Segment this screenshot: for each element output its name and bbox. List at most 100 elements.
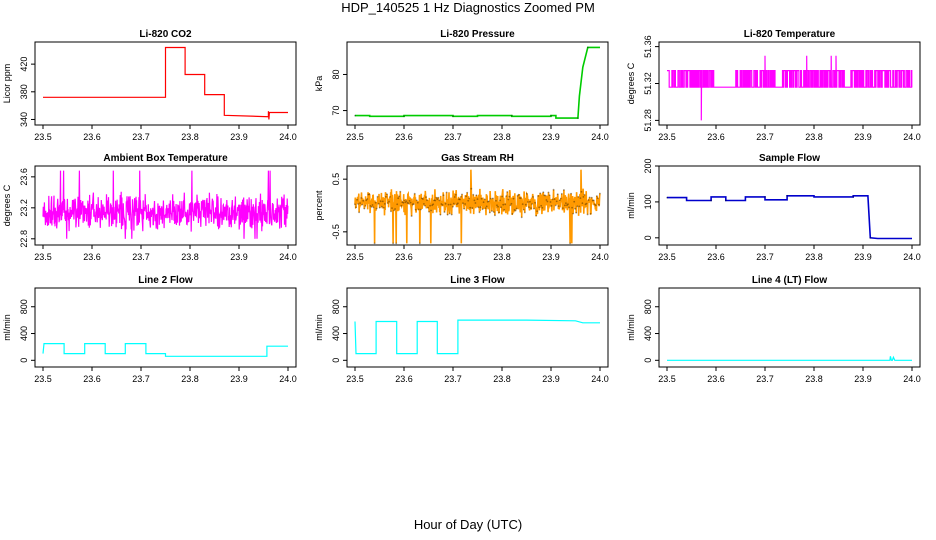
data-point <box>494 214 496 217</box>
x-tick-label: 24.0 <box>903 132 921 142</box>
x-tick-label: 23.7 <box>132 132 150 142</box>
data-point <box>497 205 499 208</box>
x-tick-label: 23.5 <box>658 252 676 262</box>
data-point <box>399 190 402 193</box>
data-point <box>492 197 494 200</box>
data-point <box>363 207 366 210</box>
x-tick-label: 23.8 <box>181 132 199 142</box>
data-point <box>495 199 497 202</box>
data-point <box>540 204 543 207</box>
y-axis-label: kPa <box>314 76 324 92</box>
data-point <box>517 193 520 196</box>
x-tick-label: 23.5 <box>346 132 364 142</box>
data-point <box>520 216 523 219</box>
data-point <box>405 200 408 203</box>
x-tick-label: 23.7 <box>132 374 150 384</box>
x-tick-label: 23.8 <box>805 132 823 142</box>
x-tick-label: 23.5 <box>34 132 52 142</box>
x-tick-label: 24.0 <box>279 132 297 142</box>
data-point <box>485 205 488 208</box>
y-tick-label: 22.8 <box>19 230 29 248</box>
data-point <box>591 199 594 202</box>
x-tick-label: 24.0 <box>591 252 609 262</box>
data-point <box>481 208 484 211</box>
x-tick-label: 23.6 <box>83 132 101 142</box>
data-point <box>483 198 486 201</box>
data-point <box>444 202 447 205</box>
data-point <box>565 202 567 205</box>
series-markers <box>354 187 601 245</box>
series-line <box>667 55 913 121</box>
data-point <box>518 197 521 199</box>
y-tick-label: 51.32 <box>643 72 653 95</box>
data-point <box>395 242 398 245</box>
data-point <box>475 194 478 197</box>
data-point <box>573 200 576 203</box>
data-point <box>581 202 584 205</box>
data-point <box>404 201 407 204</box>
plot-frame <box>658 287 921 368</box>
data-point <box>575 211 578 214</box>
plot-frame <box>658 165 921 246</box>
data-point <box>426 199 428 202</box>
data-point <box>357 203 359 205</box>
x-tick-label: 23.5 <box>34 374 52 384</box>
data-point <box>454 193 457 196</box>
data-point <box>407 202 410 205</box>
data-point <box>445 191 448 194</box>
y-tick-label: 800 <box>19 299 29 314</box>
data-point <box>478 211 481 214</box>
x-axis-title: Hour of Day (UTC) <box>413 517 523 532</box>
x-tick-label: 23.9 <box>542 132 560 142</box>
data-point <box>488 211 491 214</box>
x-tick-label: 23.7 <box>444 252 462 262</box>
panel-5: Gas Stream RH percent 23.5 23.6 23.7 23.8 23.9… <box>314 153 609 262</box>
data-point <box>358 211 360 214</box>
y-tick-label: 23.2 <box>19 199 29 217</box>
y-tick-label: 0.5 <box>331 173 341 186</box>
data-point <box>666 196 668 199</box>
plot-frame <box>34 165 297 246</box>
x-tick-label: 23.8 <box>181 374 199 384</box>
x-tick-label: 23.6 <box>83 374 101 384</box>
data-point <box>451 206 454 208</box>
data-point <box>392 242 394 245</box>
y-axis-label: ml/min <box>2 314 12 341</box>
panel-1: Li-820 CO2 Licor ppm 23.5 23.6 23.7 23.8 23.9 2… <box>2 29 297 142</box>
data-point <box>461 193 463 196</box>
x-tick-label: 24.0 <box>591 132 609 142</box>
data-point <box>408 200 411 202</box>
data-point <box>388 200 390 203</box>
data-point <box>528 206 530 209</box>
data-point <box>411 203 414 206</box>
x-tick-label: 23.8 <box>493 252 511 262</box>
data-point <box>512 197 515 200</box>
data-point <box>551 198 554 201</box>
data-point <box>585 202 588 205</box>
panel-title: Ambient Box Temperature <box>103 153 228 164</box>
data-point <box>401 201 404 204</box>
data-point <box>559 197 562 200</box>
data-point <box>420 208 422 211</box>
x-tick-label: 23.9 <box>542 374 560 384</box>
data-point <box>354 203 356 206</box>
data-point <box>466 191 469 194</box>
data-point <box>595 195 598 197</box>
data-point <box>429 204 431 207</box>
data-point <box>583 193 586 196</box>
data-point <box>486 200 489 203</box>
data-point <box>427 206 429 209</box>
x-tick-label: 23.9 <box>854 252 872 262</box>
x-tick-label: 23.5 <box>346 252 364 262</box>
data-point <box>396 203 399 206</box>
x-tick-label: 23.7 <box>132 252 150 262</box>
data-point <box>510 114 513 117</box>
data-point <box>529 200 531 203</box>
data-point <box>550 114 552 117</box>
data-point <box>390 210 392 213</box>
data-point <box>596 197 599 200</box>
y-axis-label: percent <box>314 190 324 221</box>
x-tick-label: 23.9 <box>230 132 248 142</box>
data-point <box>387 202 389 204</box>
data-point <box>374 201 377 204</box>
